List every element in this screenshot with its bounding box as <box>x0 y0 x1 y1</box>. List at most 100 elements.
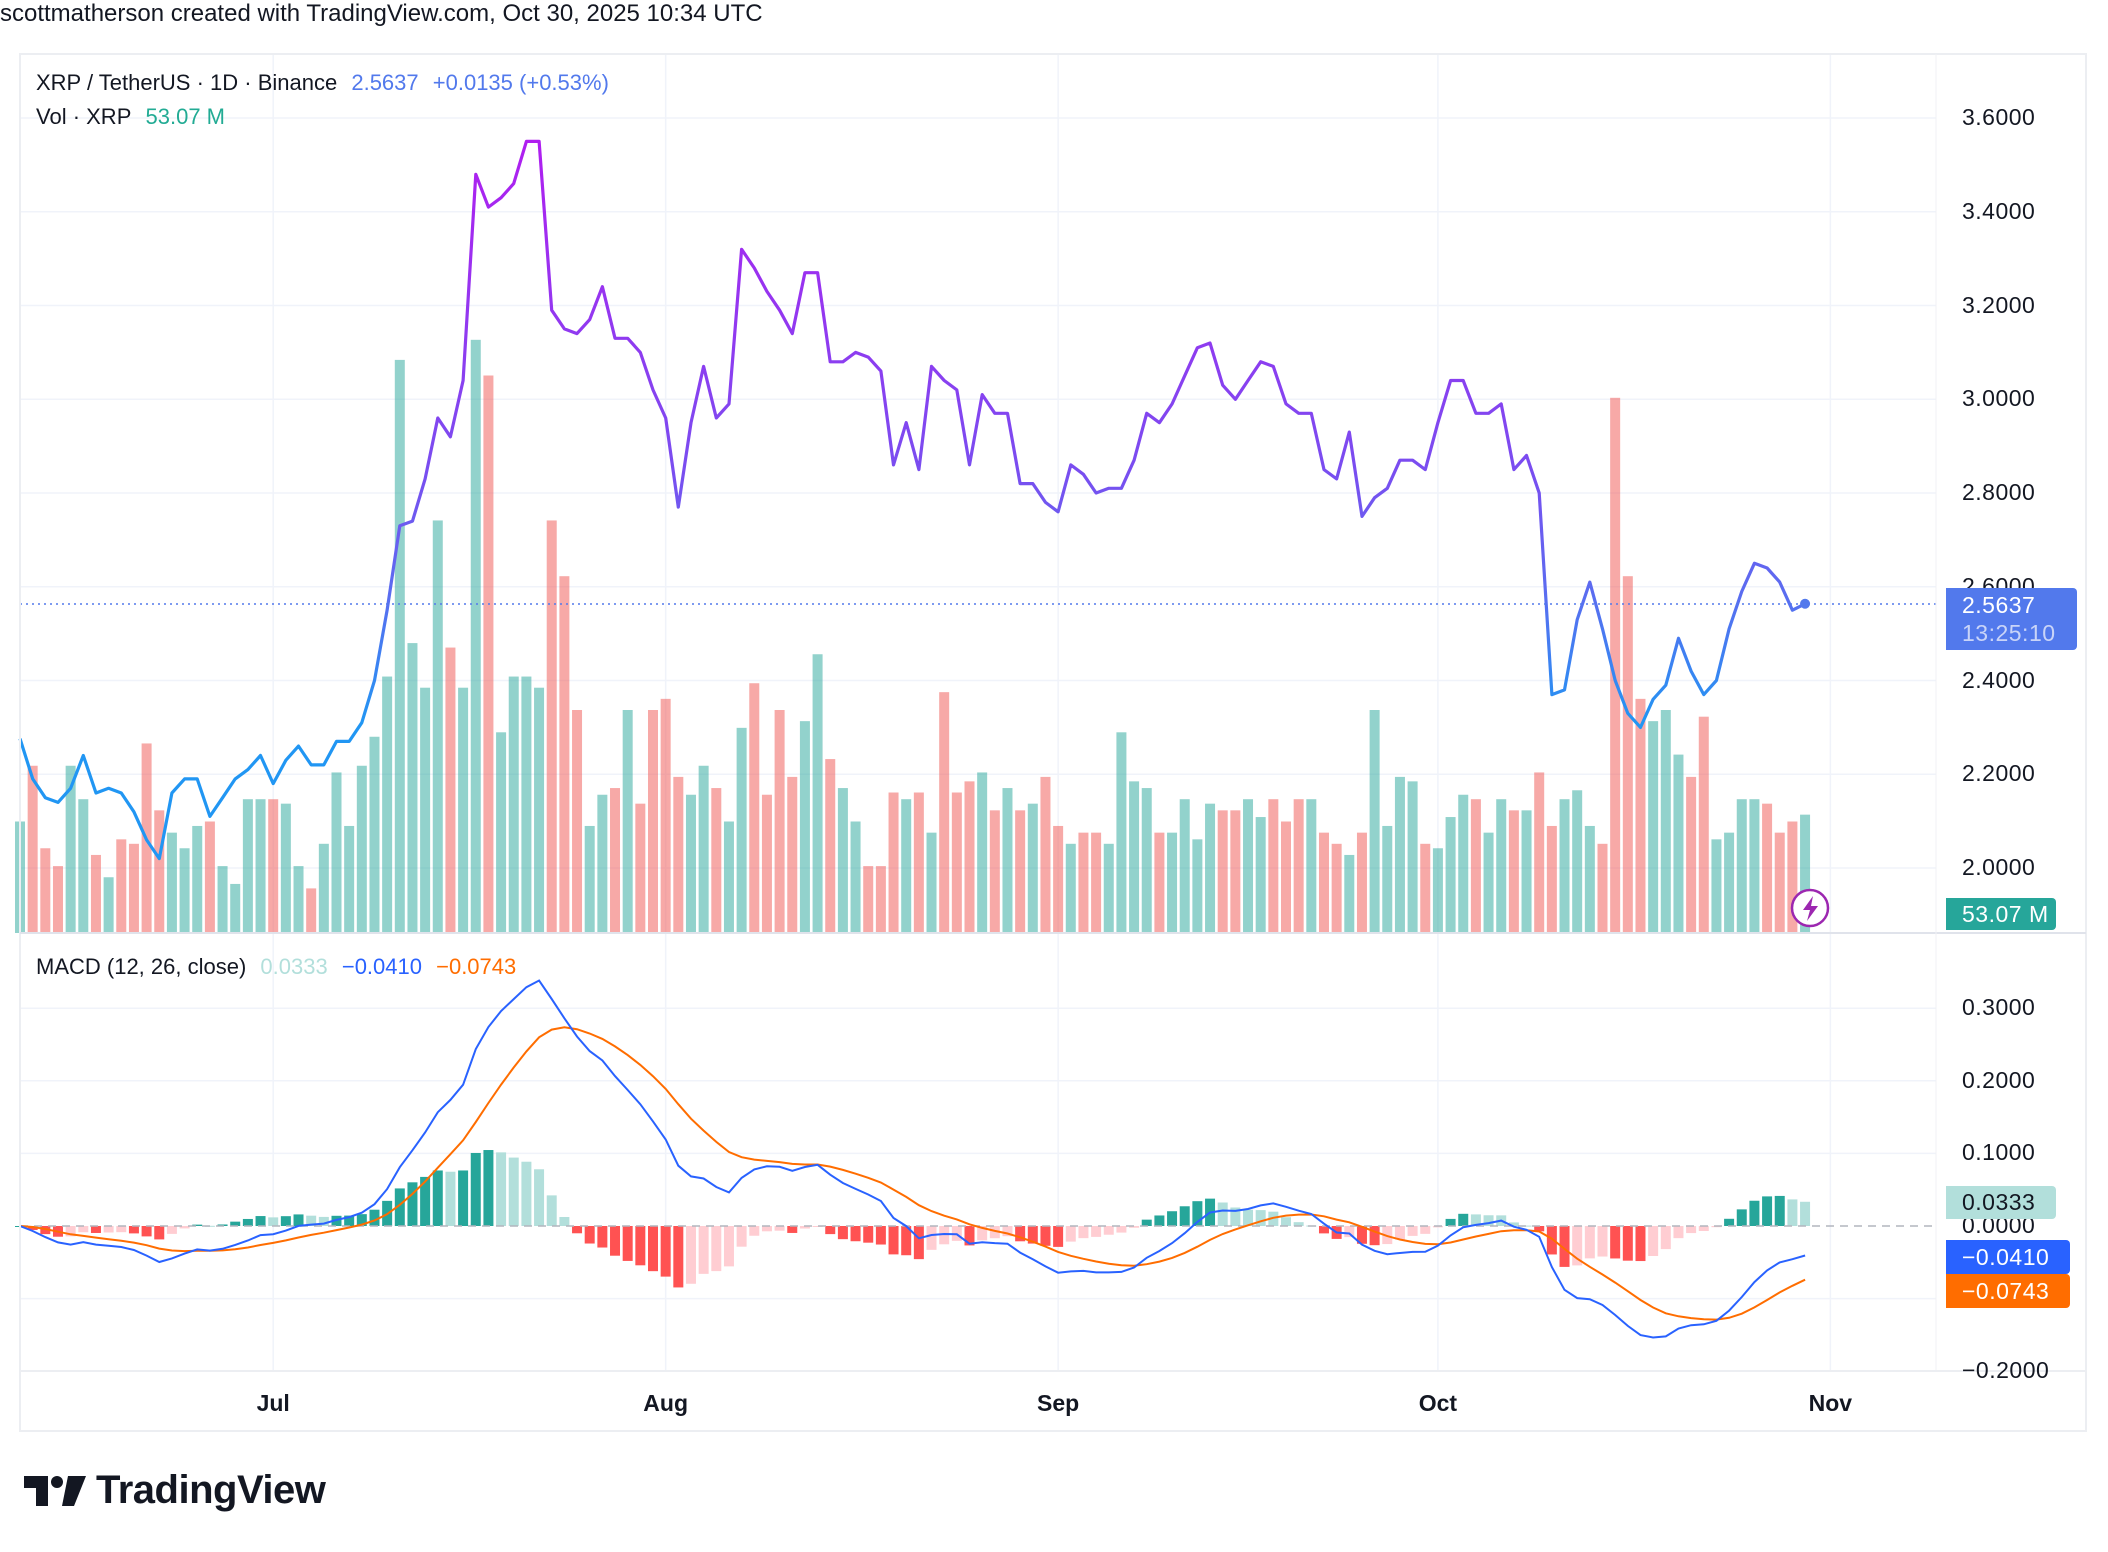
volume-bar <box>1230 810 1241 933</box>
time-axis-label: Oct <box>1418 1390 1458 1416</box>
macd-histogram-bar <box>90 1226 101 1233</box>
macd-histogram-bar <box>344 1215 355 1226</box>
macd-histogram-bar <box>255 1216 266 1226</box>
macd-histogram-bar <box>774 1226 785 1231</box>
symbol-legend[interactable]: XRP / TetherUS · 1D · Binance 2.5637 +0.… <box>36 70 617 96</box>
volume-bar <box>1648 721 1659 933</box>
volume-bar <box>1774 832 1785 933</box>
volume-bar <box>1749 799 1760 933</box>
volume-bar <box>268 799 279 933</box>
volume-bar <box>1800 814 1811 933</box>
macd-legend[interactable]: MACD (12, 26, close) 0.0333 −0.0410 −0.0… <box>36 954 524 980</box>
volume-bar <box>331 772 342 933</box>
macd-histogram-bar <box>1167 1211 1178 1226</box>
volume-bar <box>1483 832 1494 933</box>
macd-line <box>19 979 1806 1339</box>
macd-histogram-bar <box>1762 1196 1773 1226</box>
macd-histogram-bar <box>787 1226 798 1233</box>
volume-value: 53.07 M <box>145 104 226 129</box>
macd-histogram-bar <box>1559 1226 1570 1267</box>
volume-bar <box>1091 832 1102 933</box>
time-axis-label: Aug <box>643 1390 689 1416</box>
volume-bar <box>989 810 1000 933</box>
volume-bar <box>787 776 798 933</box>
macd-histogram-bar <box>610 1226 621 1256</box>
macd-histogram-bar <box>1002 1226 1013 1237</box>
macd-histogram-bar <box>1800 1201 1811 1226</box>
macd-histogram-bar <box>1281 1217 1291 1226</box>
volume-bar <box>774 710 785 933</box>
volume-bar <box>230 883 241 933</box>
macd-histogram-bar <box>521 1161 532 1226</box>
volume-bar <box>875 866 886 933</box>
macd-histogram-bar <box>432 1170 443 1226</box>
chart-frame <box>19 53 2087 1432</box>
macd-histogram-bar <box>1040 1226 1051 1246</box>
lightning-icon[interactable] <box>1790 888 1830 928</box>
volume-bar <box>1065 843 1076 933</box>
volume-bar <box>901 799 912 933</box>
macd-histogram-bar <box>648 1226 658 1272</box>
volume-bar <box>888 792 899 933</box>
volume-legend[interactable]: Vol · XRP 53.07 M <box>36 104 233 130</box>
tradingview-logo[interactable]: TradingView <box>24 1468 326 1513</box>
macd-histogram-bar <box>166 1226 177 1234</box>
hist-tag: 0.0333 <box>1946 1186 2056 1219</box>
price-axis-label: 3.0000 <box>1962 385 2036 412</box>
volume-bar <box>1116 732 1127 933</box>
volume-bar <box>1572 790 1583 933</box>
macd-histogram-bar <box>863 1226 874 1243</box>
volume-bar <box>1192 839 1203 933</box>
macd-histogram-bar <box>65 1226 76 1237</box>
volume-bar <box>1660 710 1671 933</box>
volume-bar <box>1344 854 1355 933</box>
bar-countdown: 13:25:10 <box>1962 620 2056 646</box>
volume-bar <box>445 647 456 933</box>
volume-bar <box>1673 754 1684 933</box>
volume-bar <box>1268 799 1279 933</box>
volume-bar <box>1078 832 1089 933</box>
macd-histogram-bar <box>179 1226 190 1229</box>
volume-bar <box>1787 821 1798 933</box>
macd-histogram-bar <box>685 1226 696 1284</box>
macd-histogram-bar <box>1483 1215 1494 1226</box>
volume-bar <box>1205 803 1216 933</box>
volume-bar <box>1420 843 1431 933</box>
macd-histogram-bar <box>407 1182 418 1226</box>
volume-bar <box>179 848 190 933</box>
volume-bars <box>15 339 1811 933</box>
macd-histogram-bar <box>483 1150 494 1226</box>
volume-bar <box>812 654 823 933</box>
volume-bar <box>1027 803 1038 933</box>
macd-histogram-bar <box>141 1226 152 1237</box>
macd-histogram-bar <box>78 1226 89 1233</box>
volume-bar <box>280 803 291 933</box>
price-axis-label: 2.2000 <box>1962 760 2036 787</box>
macd-histogram-bar <box>1724 1218 1735 1226</box>
volume-bar <box>1610 397 1621 933</box>
macd-histogram-bar <box>559 1216 570 1226</box>
legend-price: 2.5637 <box>351 70 419 95</box>
tradingview-logo-text: TradingView <box>96 1468 326 1512</box>
macd-histogram-bar <box>825 1226 836 1235</box>
volume-bar <box>483 375 494 933</box>
macd-histogram-bar <box>458 1170 469 1226</box>
macd-axis-label: 0.1000 <box>1962 1139 2036 1166</box>
volume-bar <box>1053 825 1064 933</box>
macd-histogram-bar <box>1065 1226 1076 1242</box>
volume-bar <box>711 788 722 933</box>
signal-tag: −0.0743 <box>1946 1274 2070 1308</box>
price-line <box>18 139 1806 861</box>
macd-histogram-bar <box>128 1226 139 1234</box>
volume-bar <box>1281 821 1291 933</box>
volume-bar <box>951 792 962 933</box>
macd-histogram-bar <box>1344 1226 1355 1238</box>
macd-histogram-bar <box>1268 1211 1279 1226</box>
volume-bar <box>685 794 696 933</box>
macd-histogram-bar <box>1521 1225 1532 1227</box>
macd-histogram-bar <box>1243 1209 1254 1226</box>
macd-histogram <box>15 1150 1811 1288</box>
volume-bar <box>1584 825 1595 933</box>
volume-bar <box>356 765 367 933</box>
